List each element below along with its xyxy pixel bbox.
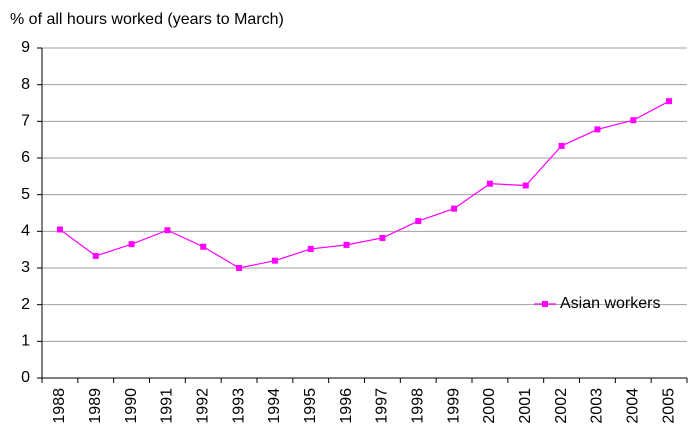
x-tick-label: 2003 [589, 388, 606, 424]
x-tick-label: 1993 [230, 388, 247, 424]
y-axis-label: % of all hours worked (years to March) [10, 11, 284, 28]
y-tick-label: 5 [21, 186, 30, 203]
marker [236, 265, 243, 271]
x-tick-label: 1996 [338, 388, 355, 424]
marker [128, 241, 135, 248]
marker [451, 205, 458, 212]
x-tick-label: 2001 [517, 388, 534, 424]
marker [56, 226, 63, 233]
y-tick-label: 0 [21, 369, 30, 386]
x-tick-label: 1995 [302, 388, 319, 424]
y-tick-label: 4 [21, 223, 30, 240]
x-tick-label: 1988 [51, 388, 68, 424]
marker [415, 218, 422, 225]
marker [164, 227, 171, 234]
x-tick-label: 1997 [374, 388, 391, 424]
x-tick-label: 1998 [409, 388, 426, 424]
marker [666, 98, 673, 105]
y-tick-label: 6 [21, 149, 30, 166]
x-tick-label: 2004 [624, 388, 641, 424]
marker [271, 257, 278, 264]
legend-label: Asian workers [560, 295, 660, 312]
x-tick-label: 1989 [87, 388, 104, 424]
marker [486, 180, 493, 187]
y-tick-label: 9 [21, 39, 30, 56]
marker [200, 243, 207, 250]
x-tick-label: 1991 [159, 388, 176, 424]
marker [594, 126, 601, 133]
marker [522, 182, 529, 189]
marker [307, 245, 314, 252]
y-tick-label: 7 [21, 113, 30, 130]
marker [343, 241, 350, 248]
y-tick-label: 8 [21, 76, 30, 93]
series-line [59, 100, 670, 269]
x-tick-label: 2005 [660, 388, 677, 424]
marker [379, 234, 386, 241]
y-tick-label: 3 [21, 259, 30, 276]
x-tick-label: 1990 [123, 388, 140, 424]
y-tick-label: 1 [21, 333, 30, 350]
marker [630, 117, 637, 124]
x-tick-label: 1992 [194, 388, 211, 424]
legend-marker [542, 301, 548, 307]
marker [558, 142, 565, 149]
y-tick-label: 2 [21, 296, 30, 313]
x-tick-label: 2002 [553, 388, 570, 424]
marker [92, 252, 99, 259]
x-tick-label: 1994 [266, 388, 283, 424]
x-tick-label: 2000 [481, 388, 498, 424]
x-tick-label: 1999 [445, 388, 462, 424]
